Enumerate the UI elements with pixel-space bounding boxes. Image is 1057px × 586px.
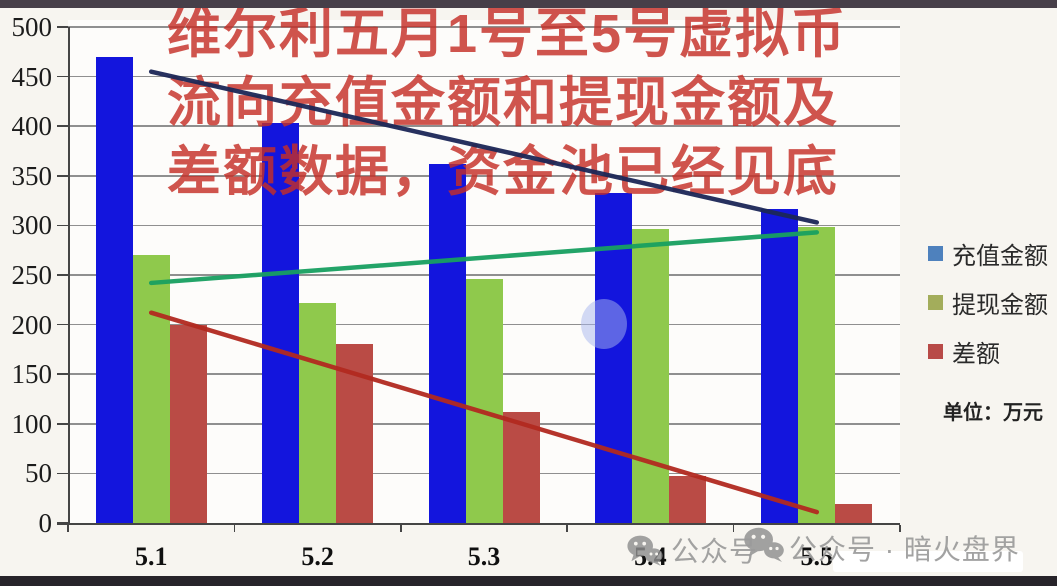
- bar-recharge-amount-5.5: [761, 208, 799, 523]
- y-axis-label-150: 150: [11, 359, 53, 390]
- bar-difference-5.1: [169, 324, 207, 523]
- y-axis-label-200: 200: [11, 309, 53, 340]
- bar-withdraw-amount-5.4: [631, 229, 669, 523]
- legend-label-recharge-amount: 充值金额: [952, 244, 1048, 270]
- y-axis-tick-500: [57, 26, 68, 28]
- wechat-icon: [744, 527, 784, 562]
- y-axis-line: [68, 27, 70, 523]
- y-axis-label-50: 50: [25, 458, 52, 489]
- title-line-2: 流向充值金额和提现金额及: [167, 73, 839, 133]
- y-axis-tick-100: [57, 423, 68, 425]
- chart-title-overlay: 维尔利五月1号至5号虚拟币 流向充值金额和提现金额及 差额数据，资金池已经见底: [167, 0, 847, 207]
- y-axis-label-500: 500: [11, 12, 53, 42]
- legend-label-difference: 差额: [952, 342, 1000, 368]
- bar-recharge-amount-5.3: [428, 163, 466, 523]
- y-axis-tick-150: [57, 373, 68, 375]
- y-axis-tick-350: [57, 175, 68, 177]
- legend-label-withdraw-amount: 提现金额: [952, 293, 1048, 319]
- bar-recharge-amount-5.4: [594, 192, 632, 523]
- y-axis-label-450: 450: [11, 61, 53, 92]
- bar-difference-5.4: [668, 476, 706, 523]
- gridline-300: [68, 224, 900, 227]
- title-line-1: 维尔利五月1号至5号虚拟币: [167, 4, 848, 64]
- x-axis-label-5.2: 5.2: [301, 542, 334, 571]
- y-axis-label-250: 250: [11, 260, 53, 290]
- bottom-border-bar: [0, 576, 1057, 586]
- legend: 充值金额 提现金额 差额: [928, 236, 1048, 383]
- x-axis-tick-0: [67, 525, 69, 532]
- title-line-3: 差额数据，资金池已经见底: [167, 142, 839, 202]
- ghost-watermark-circle: [581, 299, 627, 349]
- bar-withdraw-amount-5.2: [299, 302, 337, 523]
- y-axis-tick-50: [57, 472, 68, 475]
- legend-swatch-withdraw-amount: [928, 295, 943, 310]
- watermark-highlight-box: [833, 551, 1023, 572]
- y-axis-tick-250: [57, 274, 68, 276]
- bar-withdraw-amount-5.1: [132, 255, 170, 523]
- x-axis-tick-4: [732, 525, 735, 532]
- x-axis-tick-3: [566, 525, 568, 532]
- y-axis-tick-400: [57, 125, 68, 127]
- x-axis-tick-5: [899, 525, 901, 532]
- legend-item-difference: 差额: [928, 334, 1048, 369]
- x-axis-line: [57, 523, 900, 525]
- wechat-icon: [627, 535, 663, 566]
- y-axis-tick-300: [57, 224, 68, 227]
- bar-recharge-amount-5.1: [95, 56, 133, 523]
- y-axis-label-400: 400: [11, 111, 53, 142]
- watermark-right-text: 公众号 · 暗火盘界: [789, 534, 1020, 565]
- bar-withdraw-amount-5.5: [798, 227, 836, 523]
- bar-difference-5.3: [502, 411, 540, 523]
- legend-item-recharge-amount: 充值金额: [928, 236, 1048, 271]
- legend-swatch-recharge-amount: [928, 246, 943, 261]
- x-axis-label-5.1: 5.1: [134, 542, 168, 571]
- y-axis-label-0: 0: [38, 508, 53, 538]
- y-axis-label-350: 350: [11, 160, 53, 191]
- legend-swatch-difference: [928, 344, 943, 359]
- watermark-center-text: 公众号: [671, 536, 759, 567]
- bar-difference-5.2: [336, 344, 374, 523]
- x-axis-label-5.3: 5.3: [467, 542, 501, 571]
- y-axis-label-100: 100: [11, 408, 53, 439]
- x-axis-tick-1: [233, 525, 236, 532]
- y-axis-label-300: 300: [11, 210, 53, 241]
- gridline-500: [68, 26, 900, 28]
- unit-label: 单位：万元: [943, 402, 1043, 424]
- x-axis-tick-2: [400, 525, 402, 532]
- x-axis-label-5.5: 5.5: [800, 542, 834, 571]
- y-axis-tick-450: [57, 75, 68, 78]
- y-axis-tick-200: [57, 323, 68, 326]
- top-border-bar: [0, 0, 1057, 8]
- bar-withdraw-amount-5.3: [465, 278, 503, 523]
- bar-difference-5.5: [835, 504, 873, 523]
- legend-item-withdraw-amount: 提现金额: [928, 285, 1048, 320]
